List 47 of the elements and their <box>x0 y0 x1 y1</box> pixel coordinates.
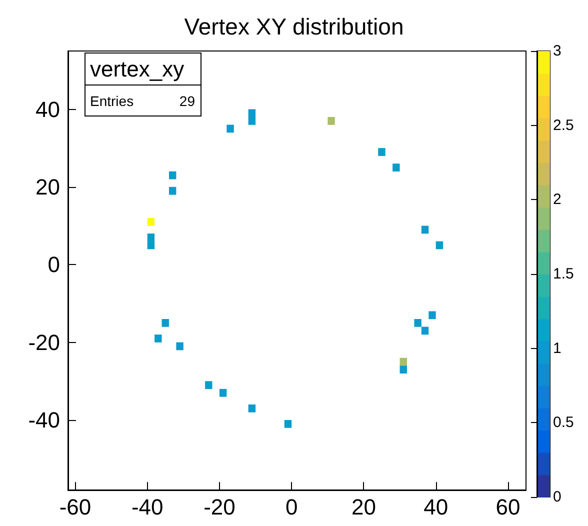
point <box>154 334 162 342</box>
point <box>168 171 176 180</box>
x-tick-label: 0 <box>285 494 298 520</box>
color-bar-label: 1 <box>553 340 562 357</box>
color-bar-label: 0.5 <box>553 414 574 432</box>
point <box>436 241 444 250</box>
point <box>147 218 155 226</box>
point <box>421 226 429 234</box>
y-tick-label: 20 <box>36 174 60 200</box>
color-bar-label: 2 <box>553 191 562 208</box>
point <box>226 124 234 133</box>
point <box>421 326 429 335</box>
x-tick-label: -20 <box>204 494 236 520</box>
point <box>378 148 386 156</box>
x-tick-label: 40 <box>424 494 448 520</box>
point <box>328 116 335 125</box>
color-bar-label: 3 <box>553 42 562 60</box>
point <box>400 366 407 374</box>
point <box>392 164 400 172</box>
point <box>176 342 184 350</box>
point <box>248 116 256 125</box>
point <box>162 319 169 327</box>
color-bar-label: 1.5 <box>553 266 574 282</box>
y-tick-label: 0 <box>48 252 60 278</box>
x-tick-label: 20 <box>351 494 376 520</box>
point <box>248 404 256 412</box>
y-tick-label: -20 <box>28 330 60 355</box>
point <box>168 186 176 195</box>
x-tick-label: -60 <box>59 494 92 520</box>
annotation: Entries <box>90 93 134 109</box>
annotation: vertex_xy <box>90 56 184 82</box>
y-tick-label: -40 <box>28 408 60 433</box>
point <box>147 234 155 242</box>
color-bar-label: 2.5 <box>553 116 574 134</box>
point <box>248 109 256 118</box>
y-tick-label: 40 <box>36 96 60 122</box>
point <box>414 319 422 327</box>
point <box>400 358 407 366</box>
x-tick-label: 60 <box>496 494 520 520</box>
annotation: 29 <box>179 93 196 109</box>
point <box>205 381 212 390</box>
point <box>428 311 436 320</box>
point <box>219 388 227 397</box>
chart-title: Vertex XY distribution <box>184 14 404 40</box>
point <box>284 420 292 428</box>
x-tick-label: -40 <box>131 494 164 520</box>
point <box>147 241 155 250</box>
